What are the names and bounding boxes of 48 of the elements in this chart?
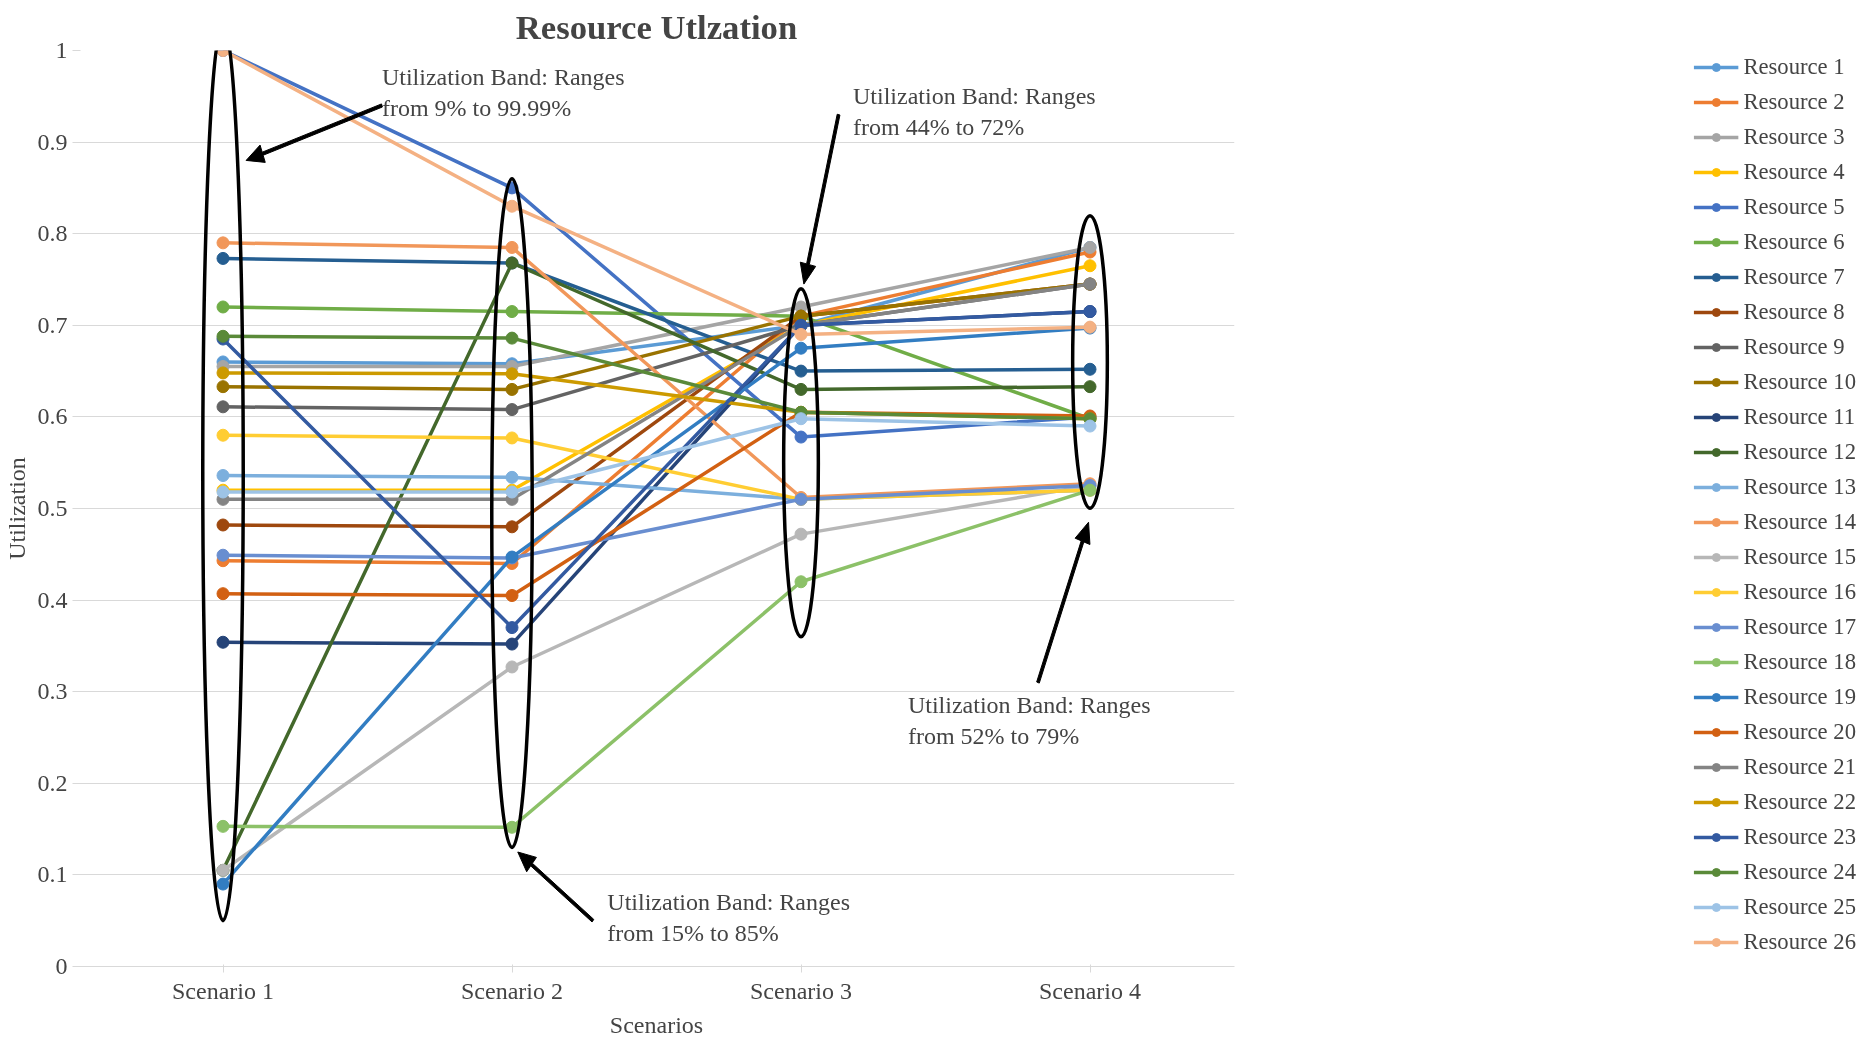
y-tick-label: 0.8 bbox=[37, 220, 68, 247]
x-tick-label: Scenario 2 bbox=[461, 977, 563, 1004]
y-tick-label: 0.2 bbox=[37, 769, 68, 796]
legend-label: Resource 26 bbox=[1743, 929, 1856, 955]
legend-label: Resource 23 bbox=[1743, 824, 1856, 850]
legend-label: Resource 12 bbox=[1743, 439, 1856, 465]
legend-label: Resource 7 bbox=[1743, 264, 1845, 290]
legend-label: Resource 8 bbox=[1743, 299, 1845, 325]
y-tick-label: 0.5 bbox=[37, 495, 68, 521]
x-axis-title: Scenarios bbox=[609, 1011, 704, 1038]
legend-label: Resource 6 bbox=[1743, 229, 1845, 255]
legend-label: Resource 16 bbox=[1743, 579, 1856, 605]
legend-label: Resource 9 bbox=[1743, 334, 1845, 360]
legend-label: Resource 1 bbox=[1743, 54, 1845, 80]
annotation: Utilization Band: Ranges from 52% to 79% bbox=[907, 691, 1151, 749]
annotation: Utilization Band: Ranges from 15% to 85% bbox=[607, 888, 850, 946]
x-tick-label: Scenario 4 bbox=[1039, 977, 1141, 1004]
annotation: Utilization Band: Ranges from 9% to 99.99% bbox=[381, 64, 625, 122]
y-tick-label: 0.1 bbox=[37, 861, 68, 888]
legend-label: Resource 4 bbox=[1743, 159, 1845, 185]
y-tick-label: 0.4 bbox=[37, 586, 68, 613]
y-tick-label: 0.6 bbox=[37, 403, 68, 430]
y-tick-label: 0 bbox=[55, 953, 68, 979]
y-tick-label: 0.7 bbox=[37, 311, 68, 338]
legend-label: Resource 3 bbox=[1743, 124, 1845, 150]
y-tick-label: 0.3 bbox=[37, 678, 68, 705]
legend-label: Resource 21 bbox=[1743, 754, 1856, 780]
legend-label: Resource 15 bbox=[1743, 544, 1856, 570]
legend-label: Resource 11 bbox=[1743, 404, 1856, 430]
legend-label: Resource 13 bbox=[1743, 474, 1856, 500]
x-tick-label: Scenario 1 bbox=[172, 977, 274, 1004]
y-axis-title: Utilization bbox=[3, 457, 30, 560]
legend-label: Resource 10 bbox=[1743, 369, 1856, 395]
legend-label: Resource 22 bbox=[1743, 789, 1856, 815]
y-tick-label: 0.9 bbox=[37, 128, 68, 155]
legend-label: Resource 2 bbox=[1743, 89, 1845, 115]
y-tick-label: 1 bbox=[55, 37, 68, 63]
legend-label: Resource 19 bbox=[1743, 684, 1856, 710]
legend-label: Resource 17 bbox=[1743, 614, 1856, 640]
legend-label: Resource 20 bbox=[1743, 719, 1856, 745]
legend-label: Resource 25 bbox=[1743, 894, 1856, 920]
legend-label: Resource 5 bbox=[1743, 194, 1845, 220]
chart-title: Resource Utlzation bbox=[515, 7, 798, 46]
legend-label: Resource 18 bbox=[1743, 649, 1856, 675]
legend-label: Resource 24 bbox=[1743, 859, 1856, 885]
x-tick-label: Scenario 3 bbox=[750, 977, 852, 1004]
annotation: Utilization Band: Ranges from 44% to 72% bbox=[853, 82, 1096, 140]
legend-label: Resource 14 bbox=[1743, 509, 1856, 535]
